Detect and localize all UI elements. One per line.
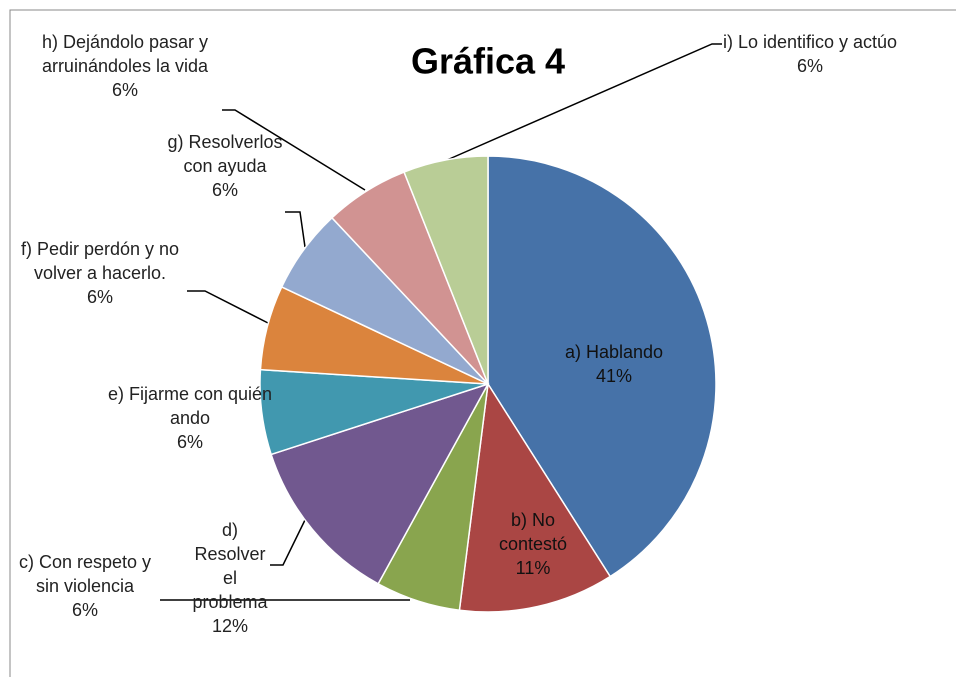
slice-label: g) Resolverlos con ayuda 6% bbox=[160, 130, 290, 202]
leader-line bbox=[446, 43, 722, 161]
pie bbox=[259, 155, 717, 613]
pie-slice bbox=[270, 382, 490, 585]
slice-label: c) Con respeto y sin violencia 6% bbox=[10, 550, 160, 622]
pie-slice bbox=[487, 155, 717, 578]
leader-line bbox=[285, 211, 306, 248]
slice-label: e) Fijarme con quién ando 6% bbox=[105, 382, 275, 454]
leader-line bbox=[222, 109, 366, 191]
slice-label: a) Hablando 41% bbox=[539, 340, 689, 388]
leader-line bbox=[187, 290, 269, 324]
value-label: 6% bbox=[796, 56, 823, 76]
category-label: a) Hablando bbox=[564, 342, 664, 362]
value-label: 6% bbox=[176, 432, 203, 452]
category-label: f) Pedir perdón y no volver a hacerlo. bbox=[20, 239, 180, 283]
category-label: e) Fijarme con quién ando bbox=[107, 384, 273, 428]
category-label: h) Dejándolo pasar y arruinándoles la vi… bbox=[41, 32, 209, 76]
pie-slice bbox=[458, 381, 612, 613]
category-label: b) No contestó bbox=[498, 510, 568, 554]
chart-title: Gráfica 4 bbox=[411, 41, 565, 82]
category-label: g) Resolverlos con ayuda bbox=[167, 132, 283, 176]
value-label: 6% bbox=[211, 180, 238, 200]
category-label: c) Con respeto y sin violencia bbox=[18, 552, 152, 596]
frame bbox=[9, 9, 956, 677]
category-label: i) Lo identifico y actúo bbox=[722, 32, 898, 52]
leader-line bbox=[270, 519, 306, 566]
value-label: 12% bbox=[211, 616, 249, 636]
category-label: d) Resolver el problema bbox=[192, 520, 268, 612]
value-label: 6% bbox=[111, 80, 138, 100]
value-label: 6% bbox=[71, 600, 98, 620]
value-label: 6% bbox=[86, 287, 113, 307]
value-label: 11% bbox=[515, 558, 551, 578]
slice-label: f) Pedir perdón y no volver a hacerlo. 6% bbox=[20, 237, 180, 309]
slice-label: i) Lo identifico y actúo 6% bbox=[715, 30, 905, 78]
value-label: 41% bbox=[595, 366, 633, 386]
leader-lines bbox=[160, 43, 722, 601]
slice-label: b) No contestó 11% bbox=[483, 508, 583, 580]
slice-label: h) Dejándolo pasar y arruinándoles la vi… bbox=[35, 30, 215, 102]
pie-slice bbox=[403, 155, 489, 385]
slice-label: d) Resolver el problema 12% bbox=[191, 518, 269, 638]
